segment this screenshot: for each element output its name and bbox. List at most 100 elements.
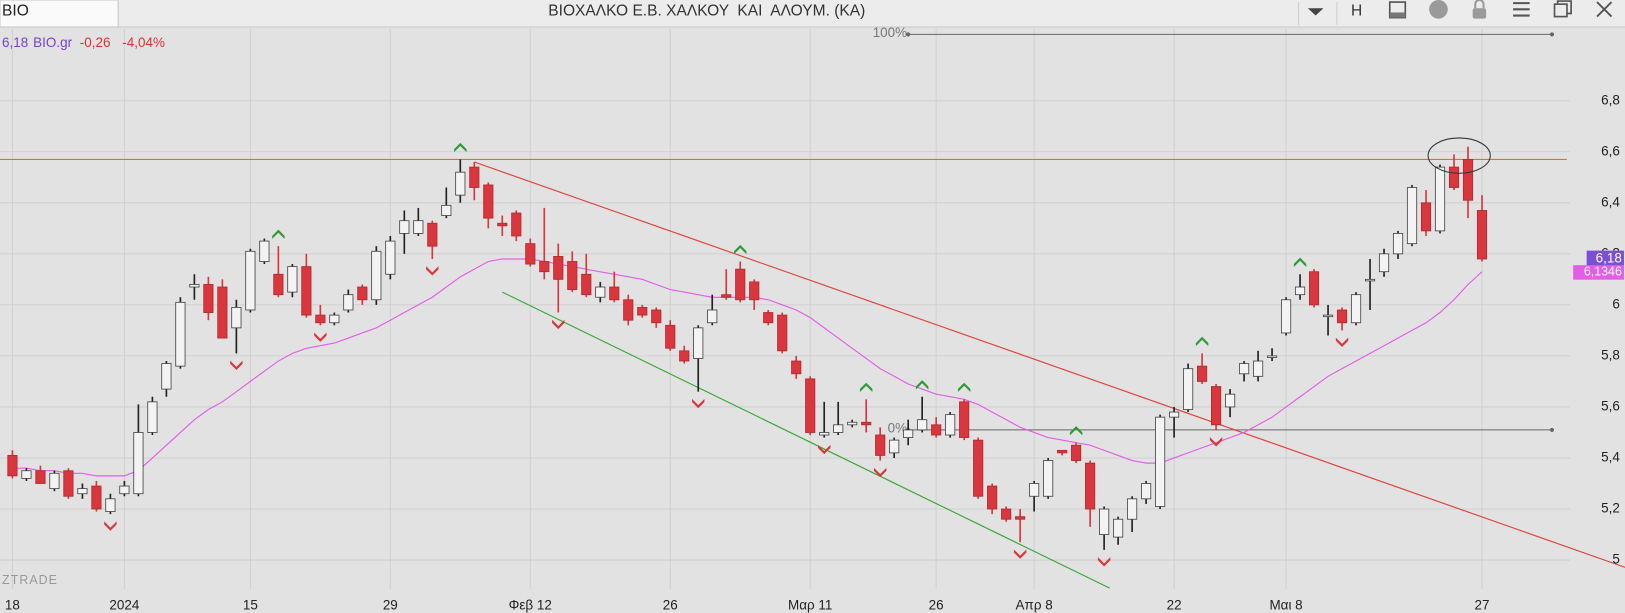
candle-body: [833, 424, 844, 433]
candle-body: [161, 363, 172, 390]
candle-body: [1015, 516, 1026, 520]
candle-body: [693, 327, 704, 359]
x-tick-label: 26: [929, 597, 944, 612]
candle-body: [931, 424, 942, 436]
candle-body: [455, 171, 466, 196]
candle-body: [1266, 355, 1278, 358]
y-tick-label: 5: [1612, 552, 1619, 567]
symbol-tab[interactable]: [0, 0, 119, 28]
candle-body: [301, 266, 312, 316]
candle-body: [819, 432, 830, 436]
level-label: 0%: [888, 420, 907, 435]
candle-body: [357, 286, 368, 301]
candle-body: [245, 250, 256, 311]
candle-body: [805, 378, 816, 433]
ma-price-label: 6,1346: [1584, 265, 1622, 279]
candle-body: [105, 498, 116, 512]
y-tick-label: 5,6: [1601, 399, 1620, 414]
level-handle: [1549, 32, 1555, 37]
candle-body: [903, 429, 914, 438]
sell-signal: [426, 266, 439, 276]
close-button[interactable]: [1596, 1, 1613, 18]
dropdown-button[interactable]: [1307, 8, 1324, 16]
candle-body: [917, 419, 928, 431]
x-tick-label: Μαρ 11: [788, 597, 832, 612]
candle-body: [1043, 460, 1054, 497]
candle-body: [875, 434, 886, 456]
candle-body: [259, 240, 270, 262]
candle-body: [1406, 187, 1418, 245]
candle-body: [511, 212, 522, 237]
candle-body: [987, 485, 998, 510]
menu-button[interactable]: [1513, 2, 1530, 17]
candle-body: [1155, 416, 1166, 507]
sell-signal: [692, 398, 705, 409]
lock-button[interactable]: [1472, 8, 1487, 19]
candle-body: [1071, 444, 1082, 461]
comment-button[interactable]: [1429, 0, 1448, 19]
y-tick-label: 6,4: [1601, 194, 1620, 209]
buy-signal: [957, 382, 971, 393]
candle-body: [721, 294, 732, 298]
candle-body: [1280, 299, 1292, 334]
candle-body: [763, 312, 774, 324]
sell-signal: [230, 360, 243, 370]
y-tick-label: 5,4: [1601, 450, 1620, 465]
x-tick-label: 22: [1167, 597, 1182, 612]
title-bar: [0, 0, 1625, 27]
candle-body: [441, 204, 452, 216]
y-tick-label: 5,2: [1601, 501, 1620, 516]
candle-body: [49, 472, 60, 490]
x-tick-label: Απρ 8: [1016, 597, 1053, 612]
candle-body: [1001, 508, 1012, 520]
candle-body: [651, 309, 662, 324]
candle-body: [791, 360, 802, 375]
legend-change-pct: -4,04%: [122, 35, 165, 50]
ma-price-box: [1573, 265, 1624, 280]
restore-button[interactable]: [1553, 3, 1568, 18]
candle-body: [567, 261, 578, 290]
candle-body: [427, 222, 438, 247]
x-tick-label: Φεβ 12: [509, 597, 552, 612]
candle-body: [231, 307, 242, 329]
panel-button-fill: [1389, 12, 1406, 18]
candle-body: [497, 222, 508, 227]
sell-signal: [552, 319, 565, 330]
candle-body: [1085, 462, 1096, 510]
candle-body: [119, 485, 130, 495]
candle-body: [287, 266, 298, 293]
sell-signal: [817, 444, 831, 455]
candle-body: [315, 314, 326, 324]
candle-body: [889, 439, 900, 454]
candle-body: [1057, 449, 1068, 454]
candle-body: [1127, 498, 1138, 520]
buy-signal: [859, 382, 873, 393]
candle-body: [637, 307, 648, 316]
h-button[interactable]: H: [1351, 3, 1362, 20]
lock-shackle: [1474, 0, 1485, 9]
highlight-ellipse: [1427, 137, 1491, 174]
candle-body: [665, 324, 676, 349]
candle-body: [189, 284, 200, 288]
candle-body: [1364, 278, 1376, 282]
candle-body: [1197, 365, 1208, 382]
x-tick-label: Μαι 8: [1269, 597, 1302, 612]
candle-body: [679, 350, 690, 362]
candle-body: [861, 421, 872, 426]
candle-body: [1141, 483, 1152, 500]
candle-body: [623, 299, 634, 321]
buy-signal: [1195, 336, 1209, 347]
candle-body: [945, 414, 956, 436]
candle-body: [1225, 393, 1236, 408]
level-handle: [906, 32, 911, 37]
legend-change: -0,26: [80, 35, 111, 50]
y-tick-label: 6,6: [1601, 143, 1620, 158]
candle-body: [553, 255, 564, 280]
candle-body: [413, 220, 424, 234]
candle-body: [329, 314, 340, 324]
legend-symbol: BIO.gr: [33, 35, 72, 50]
candle-body: [1462, 159, 1474, 201]
